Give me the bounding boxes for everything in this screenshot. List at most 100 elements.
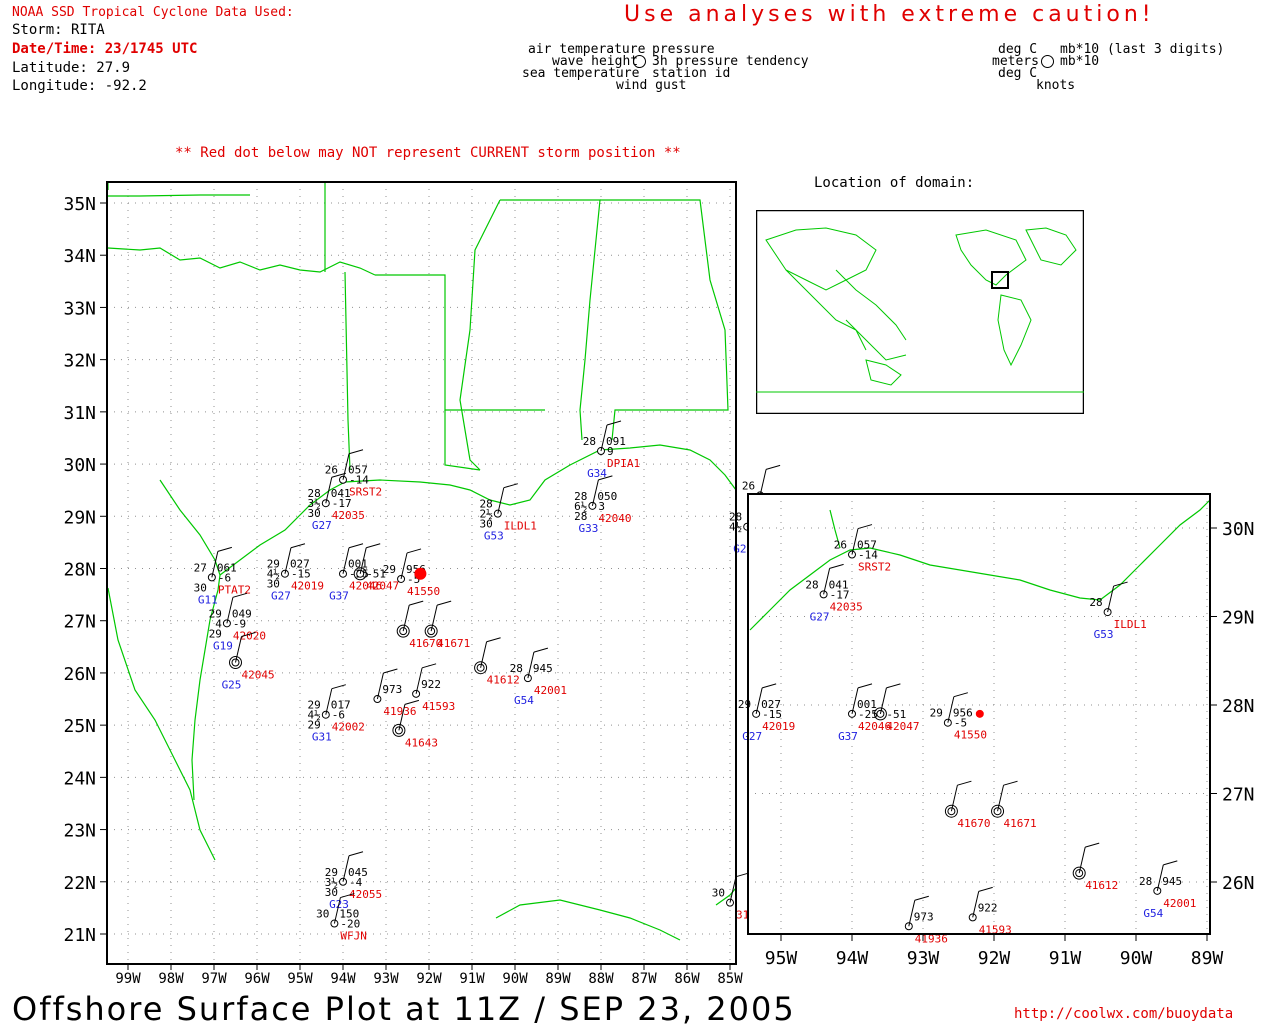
source-url[interactable]: http://coolwx.com/buoydata: [1014, 1006, 1234, 1022]
svg-text:28: 28: [805, 578, 818, 591]
station-gust: G19: [213, 639, 233, 652]
zoom-lon-label: 93W: [907, 948, 940, 969]
station-41671: 41671: [424, 600, 470, 650]
station-gust: G37: [329, 590, 349, 603]
zoom-lat-label: 28N: [1222, 696, 1255, 717]
station-sea-temp: 29: [209, 627, 222, 640]
zoom-lat-label: 30N: [1222, 519, 1255, 540]
station-id: 42019: [291, 580, 324, 593]
main-lon-label: 91W: [459, 971, 485, 987]
station-temp: 29: [267, 558, 280, 571]
zoom-sabine: [829, 509, 841, 549]
main-lat-label: 25N: [63, 716, 96, 737]
station-id: SRST2: [349, 486, 382, 499]
main-lat-label: 24N: [63, 768, 96, 789]
station-pressure: 041: [331, 487, 351, 500]
station-id: 41671: [437, 637, 470, 650]
inset-world-map: [756, 210, 1084, 414]
svg-text:057: 057: [857, 539, 877, 552]
station-sea-temp: 30: [194, 581, 207, 594]
station-sea-temp: 30: [480, 518, 493, 531]
svg-text:G54: G54: [1143, 907, 1163, 920]
main-map-coastlines: [107, 182, 737, 941]
station-tendency: -20: [340, 918, 360, 931]
main-lon-label: 96W: [244, 971, 270, 987]
inset-indonesia: [845, 319, 907, 361]
source-title: NOAA SSD Tropical Cyclone Data Used:: [12, 5, 294, 20]
legend-station-id: station id: [652, 66, 731, 81]
inset-title: Location of domain:: [814, 175, 975, 191]
svg-text:027: 027: [761, 698, 781, 711]
main-lat-label: 29N: [63, 507, 96, 528]
inset-australia: [865, 359, 902, 386]
svg-text:42019: 42019: [762, 720, 795, 733]
red-dot-note: ** Red dot below may NOT represent CURRE…: [175, 145, 681, 161]
svg-text:945: 945: [1162, 875, 1182, 888]
station-temp: 29: [325, 866, 338, 879]
storm-latitude: Latitude: 27.9: [12, 60, 131, 76]
station-id: 41593: [422, 700, 455, 713]
station-id: 42045: [242, 668, 275, 681]
station-sea-temp: 29: [308, 719, 321, 732]
svg-text:973: 973: [914, 910, 934, 923]
zoom-station-41671: 41671: [991, 780, 1037, 830]
station-tendency: -17: [332, 497, 352, 510]
main-lat-label: 35N: [63, 194, 96, 215]
station-temp: 28: [510, 662, 523, 675]
svg-text:G53: G53: [1094, 628, 1114, 641]
zoom-storm-position-dot: [975, 709, 984, 718]
station-wave: 2½: [480, 508, 493, 521]
yucatan-east-coast: [715, 887, 737, 906]
main-lat-label: 22N: [63, 873, 96, 894]
plot-title: Offshore Surface Plot at 11Z / SEP 23, 2…: [12, 990, 796, 1028]
station-pressure: 973: [382, 683, 402, 696]
station-id: 41612: [487, 674, 520, 687]
station-id: 42001: [534, 684, 567, 697]
yucatan-coast: [495, 899, 681, 941]
station-tendency: 3: [598, 500, 605, 513]
caution-banner: Use analyses with extreme caution!: [624, 2, 1155, 27]
station-gust: G27: [271, 590, 291, 603]
station-sea-temp: 30: [325, 886, 338, 899]
station-id: 41670: [409, 637, 442, 650]
main-lon-label: 87W: [631, 971, 657, 987]
main-lat-label: 33N: [63, 298, 96, 319]
svg-text:-51: -51: [886, 708, 906, 721]
station-gust: G25: [222, 678, 242, 691]
station-id: 42035: [332, 509, 365, 522]
svg-text:41550: 41550: [954, 729, 987, 742]
station-tendency: -6: [332, 709, 345, 722]
station-temp: 30: [712, 887, 725, 900]
zoom-station-41612: 41612: [1072, 842, 1118, 892]
main-lon-label: 94W: [330, 971, 356, 987]
main-lon-label: 95W: [287, 971, 313, 987]
station-gust: G33: [578, 522, 598, 535]
station-id: DPIA1: [607, 457, 640, 470]
gulf-north-coast: [219, 444, 737, 576]
station-id: 42040: [598, 512, 631, 525]
storm-longitude: Longitude: -92.2: [12, 78, 147, 94]
station-pressure: 050: [597, 490, 617, 503]
station-tendency: -14: [349, 474, 369, 487]
station-pressure: 049: [232, 607, 252, 620]
station-pressure: 017: [331, 699, 351, 712]
legend-pressure: pressure: [652, 42, 715, 57]
units-station-circle-icon: [1041, 55, 1054, 68]
station-pressure: 922: [421, 678, 441, 691]
svg-text:41612: 41612: [1085, 879, 1118, 892]
red-river: [107, 247, 376, 276]
main-lat-label: 34N: [63, 246, 96, 267]
svg-text:G27: G27: [742, 730, 762, 743]
svg-text:ILDL1: ILDL1: [1114, 618, 1147, 631]
station-temp: 30: [316, 908, 329, 921]
station-gust: G31: [312, 731, 332, 744]
